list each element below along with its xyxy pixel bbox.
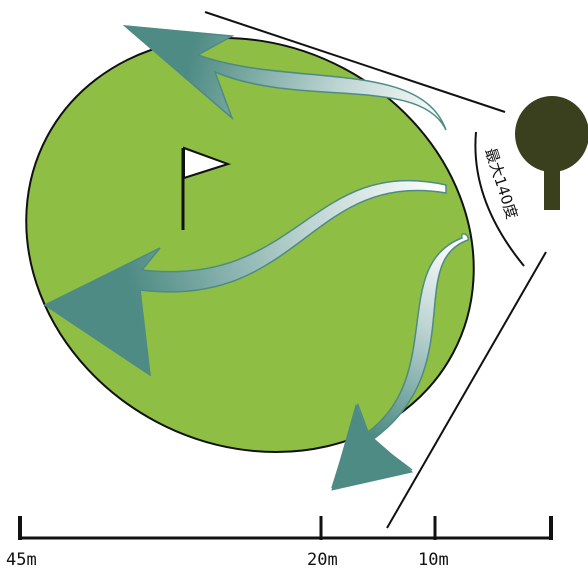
arrow-top [122, 25, 447, 131]
tree-icon [515, 96, 588, 210]
arrow-bottom-head [331, 403, 414, 491]
angle-label: 最大140度 [481, 146, 521, 222]
scale-label-20m: 20m [307, 550, 338, 570]
angle-arc [474, 131, 525, 267]
upper-boundary-line [204, 11, 506, 113]
distance-scale [18, 516, 553, 540]
lower-boundary-line [386, 251, 547, 529]
scale-label-10m: 10m [418, 550, 449, 570]
flag-icon [181, 146, 232, 230]
scale-label-45m: 45m [6, 550, 37, 570]
arrow-middle [43, 179, 447, 377]
